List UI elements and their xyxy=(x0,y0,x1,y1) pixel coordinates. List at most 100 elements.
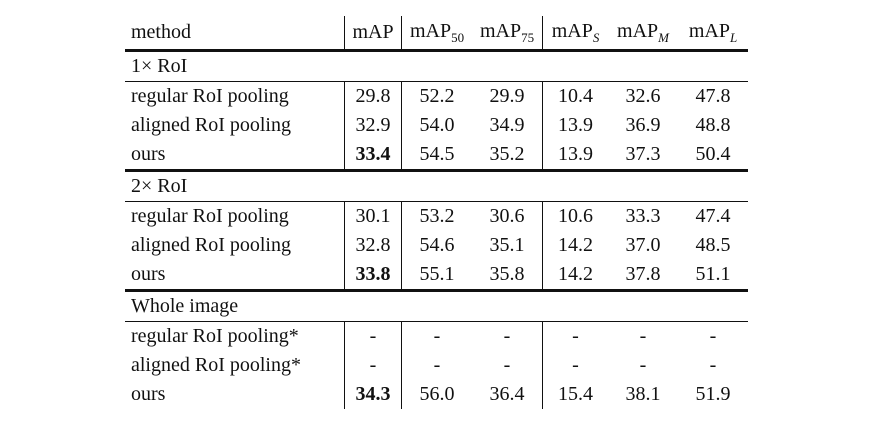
value: 53.2 xyxy=(419,205,455,227)
method-cell: regular RoI pooling xyxy=(125,201,345,231)
header-row: method mAP mAP50 mAP75 mAPS mAPM mAPL xyxy=(125,16,748,52)
method-cell: ours xyxy=(125,260,345,292)
value: - xyxy=(709,354,717,376)
value-cell: 48.5 xyxy=(678,231,748,260)
value-cell: 52.2 xyxy=(402,82,473,112)
header-text: mAP xyxy=(479,19,522,42)
data-row: aligned RoI pooling 32.8 54.6 35.1 14.2 37.0 4… xyxy=(125,231,748,260)
value: 30.6 xyxy=(489,205,525,227)
best-value: 33.8 xyxy=(355,263,391,285)
header-text: method xyxy=(131,21,191,43)
value: 35.1 xyxy=(489,234,525,256)
value: 35.2 xyxy=(489,143,525,165)
section-title: Whole image xyxy=(125,290,748,322)
value-cell: 29.9 xyxy=(472,81,543,111)
value-cell: - xyxy=(678,351,748,380)
value: - xyxy=(369,325,377,347)
value: 52.2 xyxy=(419,85,455,107)
value: 10.4 xyxy=(558,85,593,107)
header-cell: mAP50 xyxy=(401,16,472,52)
value-cell: - xyxy=(402,351,473,380)
method-cell: aligned RoI pooling* xyxy=(125,351,345,380)
value: 48.8 xyxy=(695,114,731,136)
value-cell: 35.2 xyxy=(472,140,543,172)
value: 13.9 xyxy=(558,143,593,165)
value: 54.6 xyxy=(419,234,455,256)
value: 56.0 xyxy=(419,383,455,405)
value-cell: - xyxy=(543,322,609,352)
value-cell: 10.6 xyxy=(543,202,609,232)
section-row: Whole image xyxy=(125,290,748,322)
value-cell: 38.1 xyxy=(608,380,678,409)
value: 37.3 xyxy=(625,143,661,165)
value-cell: 13.9 xyxy=(543,111,609,140)
value: 36.9 xyxy=(625,114,661,136)
value: 48.5 xyxy=(695,234,731,256)
header-cell: method xyxy=(125,16,345,52)
value-cell: 56.0 xyxy=(402,380,473,409)
value-cell: - xyxy=(472,351,543,380)
value: 15.4 xyxy=(558,383,593,405)
value-cell: - xyxy=(608,322,678,352)
value: - xyxy=(503,325,511,347)
method-cell: aligned RoI pooling xyxy=(125,231,345,260)
header-subscript: M xyxy=(658,29,669,45)
value-cell: 14.2 xyxy=(542,260,608,292)
value-cell: 10.4 xyxy=(543,82,609,112)
value-cell: - xyxy=(344,321,402,351)
value: 14.2 xyxy=(558,234,593,256)
value: 13.9 xyxy=(558,114,593,136)
value: - xyxy=(503,354,511,376)
value: 51.1 xyxy=(695,263,731,285)
value-cell: 35.1 xyxy=(472,231,543,260)
value-cell: 53.2 xyxy=(402,202,473,232)
value: 14.2 xyxy=(558,263,593,285)
results-table: method mAP mAP50 mAP75 mAPS mAPM mAPL 1× RoI reg… xyxy=(125,16,748,409)
data-row: ours 34.3 56.0 36.4 15.4 38.1 51.9 xyxy=(125,380,748,409)
header-text: mAP xyxy=(551,19,593,42)
value-cell: 36.9 xyxy=(608,111,678,140)
value-cell: - xyxy=(402,322,473,352)
value: 47.4 xyxy=(695,205,731,227)
method-cell: aligned RoI pooling xyxy=(125,111,345,140)
value-cell: 54.5 xyxy=(401,140,472,172)
value: - xyxy=(639,325,647,347)
header-subscript: L xyxy=(729,29,738,45)
value-cell: 36.4 xyxy=(472,380,543,409)
section-title: 2× RoI xyxy=(125,170,748,202)
value-cell: - xyxy=(608,351,678,380)
value-cell: 33.4 xyxy=(344,140,402,172)
value-cell: 54.6 xyxy=(402,231,473,260)
value: 35.8 xyxy=(489,263,525,285)
section-row: 2× RoI xyxy=(125,170,748,202)
value: 37.8 xyxy=(625,263,661,285)
section-title: 1× RoI xyxy=(125,50,748,82)
value: 32.9 xyxy=(355,114,391,136)
method-cell: ours xyxy=(125,380,345,409)
best-value: 34.3 xyxy=(355,383,391,405)
header-cell: mAPL xyxy=(678,16,748,52)
value: - xyxy=(433,354,441,376)
value: 29.8 xyxy=(355,85,391,107)
value-cell: - xyxy=(543,351,609,380)
value-cell: 51.9 xyxy=(678,380,748,409)
section-row: 1× RoI xyxy=(125,50,748,82)
value-cell: 54.0 xyxy=(402,111,473,140)
value-cell: 55.1 xyxy=(401,260,472,292)
value-cell: 33.8 xyxy=(344,260,402,292)
data-row: aligned RoI pooling 32.9 54.0 34.9 13.9 36.9 4… xyxy=(125,111,748,140)
value: - xyxy=(433,325,441,347)
value: 37.0 xyxy=(625,234,661,256)
value-cell: 29.8 xyxy=(344,81,402,111)
value-cell: 13.9 xyxy=(542,140,608,172)
value: 32.6 xyxy=(625,85,661,107)
value: - xyxy=(709,325,717,347)
value-cell: 15.4 xyxy=(543,380,609,409)
value-cell: 47.8 xyxy=(678,82,748,112)
value: 54.5 xyxy=(419,143,455,165)
header-cell: mAPS xyxy=(542,16,608,52)
value: 29.9 xyxy=(489,85,525,107)
value: - xyxy=(572,354,579,376)
header-subscript: 50 xyxy=(451,29,465,45)
